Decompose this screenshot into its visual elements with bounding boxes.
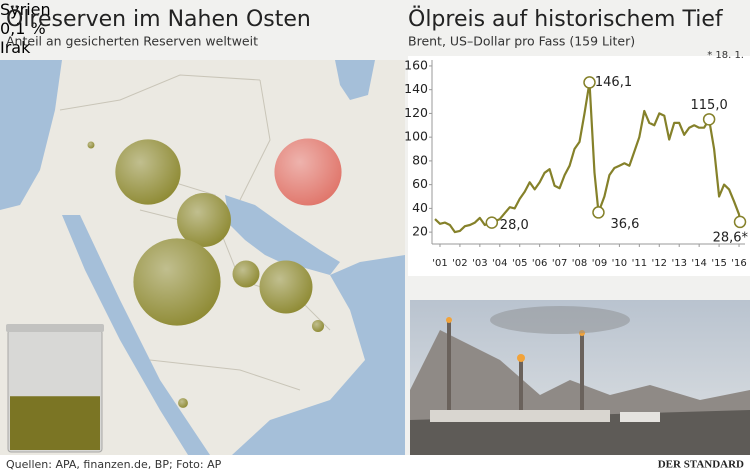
footnote: * 18. 1. [707, 50, 744, 61]
chart-subtitle: Brent, US–Dollar pro Fass (159 Liter) [408, 34, 635, 49]
bubble-shine [87, 141, 95, 149]
x-tick-label: '15 [711, 258, 726, 269]
barrel-fill [10, 396, 100, 450]
y-tick-label: 60 [412, 176, 428, 191]
value-label: 0,1 % [0, 19, 46, 38]
bubble-shine [274, 138, 342, 206]
y-tick-label: 120 [404, 105, 428, 120]
footer [0, 455, 750, 474]
x-tick-label: '16 [731, 258, 746, 269]
x-tick-label: '10 [612, 258, 627, 269]
photo [410, 300, 750, 455]
x-tick-label: '11 [632, 258, 647, 269]
y-tick-label: 20 [412, 224, 428, 239]
annotation-label: 28,0 [500, 218, 529, 233]
bubble-label: Syrien 0,1 % [0, 0, 750, 38]
annotation-label: 36,6 [610, 217, 639, 232]
bubble-shine [311, 319, 325, 333]
x-tick-label: '02 [452, 258, 467, 269]
x-tick-label: '12 [652, 258, 667, 269]
bubble-shine [232, 260, 260, 288]
y-tick-label: 40 [412, 200, 428, 215]
country-name: Irak [0, 38, 31, 57]
annotation-label: 115,0 [691, 98, 728, 113]
y-tick-label: 100 [404, 129, 428, 144]
annotation-marker [485, 216, 499, 229]
x-tick-label: '05 [512, 258, 527, 269]
chart-title: Ölreserven im Nahen Osten [6, 6, 311, 32]
x-tick-label: '13 [671, 258, 686, 269]
bubble-shine [133, 238, 221, 326]
annotation-label: 146,1 [595, 75, 632, 90]
bubble-shine [177, 193, 231, 247]
x-tick-label: '14 [691, 258, 706, 269]
annotation-marker [733, 215, 747, 229]
x-tick-label: '09 [592, 258, 607, 269]
chart-panel [408, 56, 750, 276]
bubble-shine [115, 139, 181, 205]
annotation-label: 28,6* [713, 230, 749, 245]
map-water [0, 60, 405, 455]
source: Quellen: APA, finanzen.de, BP; Foto: AP [6, 458, 222, 471]
x-tick-label: '08 [572, 258, 587, 269]
x-tick-label: '01 [432, 258, 447, 269]
x-tick-label: '03 [472, 258, 487, 269]
y-tick-label: 160 [404, 57, 428, 72]
chart-title: Ölpreis auf historischem Tief [408, 6, 724, 32]
barrel-rim [6, 324, 104, 332]
y-tick-label: 140 [404, 81, 428, 96]
x-tick-label: '07 [552, 258, 567, 269]
brand: DER STANDARD [658, 459, 744, 471]
chart-subtitle: Anteil an gesicherten Reserven weltweit [6, 34, 258, 49]
bubble-shine [259, 260, 313, 314]
x-tick-label: '06 [532, 258, 547, 269]
x-tick-label: '04 [492, 258, 507, 269]
y-tick-label: 80 [412, 152, 428, 167]
country-name: Syrien [0, 0, 51, 19]
annotation-marker [592, 206, 605, 219]
annotation-marker [702, 113, 716, 126]
annotation-marker [583, 76, 596, 89]
bubble-shine [178, 398, 188, 408]
